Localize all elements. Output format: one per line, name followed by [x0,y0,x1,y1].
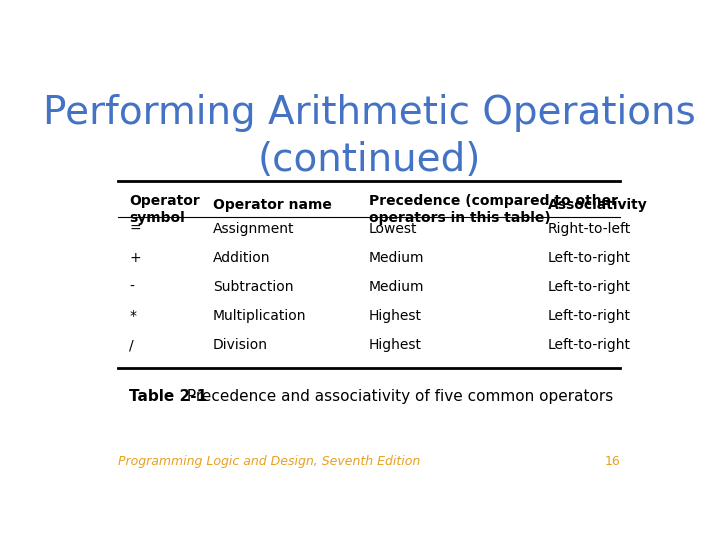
Text: Division: Division [213,339,268,353]
Text: Medium: Medium [369,251,425,265]
Text: Assignment: Assignment [213,222,294,236]
Text: Multiplication: Multiplication [213,309,306,323]
Text: Lowest: Lowest [369,222,418,236]
Text: Addition: Addition [213,251,270,265]
Text: Subtraction: Subtraction [213,280,293,294]
Text: Right-to-left: Right-to-left [547,222,631,236]
Text: Operator
symbol: Operator symbol [129,194,200,225]
Text: Left-to-right: Left-to-right [547,251,631,265]
Text: Highest: Highest [369,339,422,353]
Text: Operator name: Operator name [213,198,332,212]
Text: Table 2-1: Table 2-1 [129,389,207,404]
Text: Precedence and associativity of five common operators: Precedence and associativity of five com… [182,389,613,404]
Text: Performing Arithmetic Operations
(continued): Performing Arithmetic Operations (contin… [42,94,696,179]
Text: Highest: Highest [369,309,422,323]
Text: Associativity: Associativity [547,198,647,212]
Text: -: - [129,280,134,294]
Text: Medium: Medium [369,280,425,294]
Text: *: * [129,309,136,323]
Text: +: + [129,251,140,265]
Text: Left-to-right: Left-to-right [547,309,631,323]
Text: Programming Logic and Design, Seventh Edition: Programming Logic and Design, Seventh Ed… [118,455,420,468]
Text: Left-to-right: Left-to-right [547,280,631,294]
Text: =: = [129,222,140,236]
Text: Precedence (compared to other
operators in this table): Precedence (compared to other operators … [369,194,618,225]
Text: 16: 16 [604,455,620,468]
Text: /: / [129,339,134,353]
Text: Left-to-right: Left-to-right [547,339,631,353]
